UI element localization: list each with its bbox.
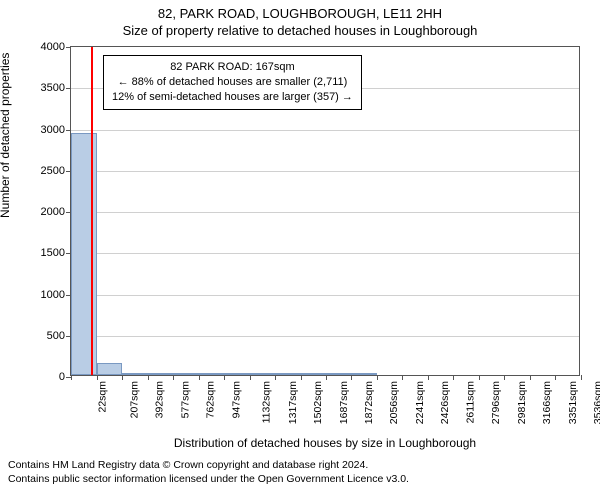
- y-axis-title: Number of detached properties: [0, 53, 12, 218]
- histogram-bar: [122, 373, 148, 375]
- x-tick-label: 2981sqm: [516, 381, 528, 424]
- histogram-bar: [250, 373, 276, 375]
- x-axis-title: Distribution of detached houses by size …: [70, 436, 580, 450]
- x-tick: [199, 375, 200, 380]
- x-tick-label: 2796sqm: [491, 381, 503, 424]
- histogram-bar: [301, 373, 327, 375]
- x-tick-label: 2426sqm: [440, 381, 452, 424]
- histogram-bar: [97, 363, 123, 375]
- callout-line3: 12% of semi-detached houses are larger (…: [112, 90, 353, 105]
- callout-line2: ← 88% of detached houses are smaller (2,…: [112, 75, 353, 90]
- histogram-bar: [173, 373, 199, 375]
- y-tick-label: 1500: [41, 247, 71, 259]
- y-tick-label: 0: [59, 371, 71, 383]
- x-tick-label: 1132sqm: [260, 381, 272, 423]
- x-tick-label: 2611sqm: [464, 381, 476, 423]
- callout-box: 82 PARK ROAD: 167sqm← 88% of detached ho…: [103, 55, 362, 110]
- chart-footer: Contains HM Land Registry data © Crown c…: [0, 458, 600, 486]
- histogram-bar: [199, 373, 225, 375]
- x-tick: [377, 375, 378, 380]
- plot-area: 0500100015002000250030003500400022sqm207…: [70, 46, 580, 376]
- x-tick-label: 207sqm: [128, 381, 140, 418]
- footer-line2: Contains public sector information licen…: [8, 472, 592, 486]
- x-tick: [581, 375, 582, 380]
- histogram-bar: [148, 373, 174, 375]
- x-tick-label: 2241sqm: [414, 381, 426, 424]
- x-tick-label: 947sqm: [230, 381, 242, 418]
- callout-line1: 82 PARK ROAD: 167sqm: [112, 60, 353, 75]
- histogram-bar: [275, 373, 301, 375]
- x-tick: [326, 375, 327, 380]
- x-tick: [224, 375, 225, 380]
- x-tick: [428, 375, 429, 380]
- x-tick-label: 762sqm: [204, 381, 216, 418]
- chart-title-line2: Size of property relative to detached ho…: [0, 23, 600, 38]
- y-tick-label: 500: [47, 330, 71, 342]
- x-tick-label: 577sqm: [179, 381, 191, 418]
- chart-container: 82, PARK ROAD, LOUGHBOROUGH, LE11 2HH Si…: [0, 0, 600, 500]
- x-tick-label: 1317sqm: [287, 381, 299, 424]
- x-tick: [250, 375, 251, 380]
- y-tick-label: 3000: [41, 124, 71, 136]
- x-tick-label: 2056sqm: [389, 381, 401, 424]
- x-tick-label: 1502sqm: [312, 381, 324, 424]
- gridline: [71, 253, 579, 254]
- x-tick-label: 1872sqm: [363, 381, 375, 424]
- footer-line1: Contains HM Land Registry data © Crown c…: [8, 458, 592, 472]
- x-tick: [173, 375, 174, 380]
- y-tick-label: 4000: [41, 41, 71, 53]
- histogram-bar: [351, 373, 377, 375]
- y-tick-label: 2500: [41, 165, 71, 177]
- x-tick: [97, 375, 98, 380]
- gridline: [71, 171, 579, 172]
- gridline: [71, 212, 579, 213]
- y-tick-label: 3500: [41, 82, 71, 94]
- x-tick: [122, 375, 123, 380]
- x-tick-label: 392sqm: [153, 381, 165, 418]
- x-tick: [148, 375, 149, 380]
- x-tick-label: 3166sqm: [542, 381, 554, 424]
- x-tick: [504, 375, 505, 380]
- chart-title-line1: 82, PARK ROAD, LOUGHBOROUGH, LE11 2HH: [0, 0, 600, 21]
- histogram-bar: [326, 373, 351, 375]
- gridline: [71, 295, 579, 296]
- x-tick: [71, 375, 72, 380]
- gridline: [71, 130, 579, 131]
- y-tick-label: 2000: [41, 206, 71, 218]
- x-tick: [351, 375, 352, 380]
- x-tick: [479, 375, 480, 380]
- x-tick: [275, 375, 276, 380]
- x-tick: [555, 375, 556, 380]
- y-tick-label: 1000: [41, 289, 71, 301]
- gridline: [71, 336, 579, 337]
- x-tick: [301, 375, 302, 380]
- property-marker-line: [91, 47, 93, 375]
- x-tick: [530, 375, 531, 380]
- x-tick: [402, 375, 403, 380]
- x-tick-label: 3351sqm: [567, 381, 579, 424]
- histogram-bar: [224, 373, 250, 375]
- x-tick-label: 3536sqm: [593, 381, 600, 424]
- x-tick-label: 22sqm: [97, 381, 109, 413]
- x-tick-label: 1687sqm: [338, 381, 350, 424]
- x-tick: [453, 375, 454, 380]
